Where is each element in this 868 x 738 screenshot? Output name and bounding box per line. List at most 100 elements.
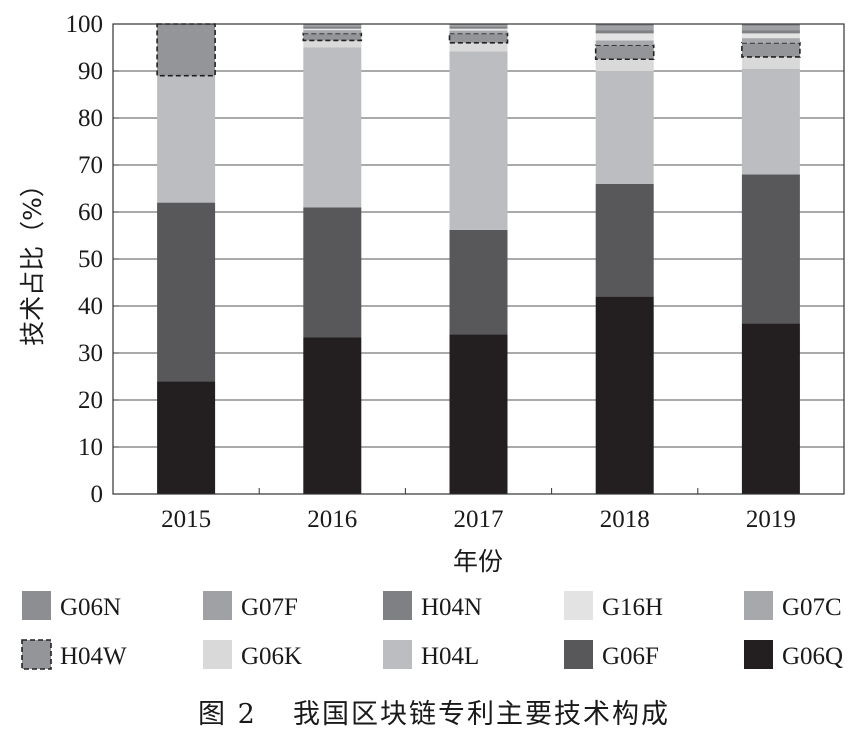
y-tick-label: 90 xyxy=(78,58,103,85)
legend-item-g06q: G06Q xyxy=(744,640,843,670)
bar-segment-g06f-2015 xyxy=(157,202,216,382)
bar-segment-h04n-2017 xyxy=(449,26,508,29)
legend-item-g07c: G07C xyxy=(744,591,842,621)
x-tick-label: 2016 xyxy=(307,506,357,533)
legend-swatch xyxy=(744,591,773,620)
x-axis-title: 年份 xyxy=(453,547,503,576)
legend-label: H04W xyxy=(60,643,127,670)
bar-segment-g16h-2016 xyxy=(303,28,362,31)
bar-segment-h04l-2019 xyxy=(741,68,800,175)
bar-segment-h04n-2016 xyxy=(303,26,362,29)
legend-swatch xyxy=(22,591,51,620)
y-tick-label: 60 xyxy=(78,199,103,226)
bar-segment-g06n-2018 xyxy=(595,24,654,27)
x-tick-label: 2019 xyxy=(746,506,796,533)
bar-segment-g06q-2019 xyxy=(741,323,800,494)
legend-swatch xyxy=(203,591,232,620)
bar-segment-g07f-2016 xyxy=(303,24,362,27)
bar-segment-g06f-2018 xyxy=(595,183,654,297)
legend-swatch xyxy=(383,640,412,669)
y-tick-label: 30 xyxy=(78,340,103,367)
caption-text: 我国区块链专利主要技术构成 xyxy=(293,699,670,730)
bar-segment-g06n-2019 xyxy=(741,24,800,27)
y-tick-label: 70 xyxy=(78,152,103,179)
bar-segment-g07f-2017 xyxy=(449,24,508,27)
y-tick-labels: 0 10 20 30 40 50 60 70 80 90 100 xyxy=(66,11,104,508)
legend-swatch xyxy=(21,639,52,670)
y-axis-title: 技术占比（%） xyxy=(18,172,47,346)
legend-label: G16H xyxy=(602,594,663,621)
bar-segment-h04w-2017 xyxy=(448,32,509,44)
y-tick-label: 40 xyxy=(78,293,103,320)
bar-segment-g16h-2019 xyxy=(741,33,800,39)
legend-swatch xyxy=(744,640,773,669)
bar-segment-h04w-2019 xyxy=(741,41,801,58)
bar-segment-g16h-2018 xyxy=(595,33,654,41)
caption-label: 图 2 xyxy=(198,699,257,730)
figure-caption: 图 2 我国区块链专利主要技术构成 xyxy=(198,699,670,730)
bar-segment-h04l-2017 xyxy=(449,51,508,230)
bar-segment-g06k-2019 xyxy=(741,56,800,69)
bar-segment-g06f-2017 xyxy=(449,229,508,335)
legend-item-g06f: G06F xyxy=(564,640,659,670)
bar-segment-g06f-2016 xyxy=(303,207,362,338)
bar-segment-g06q-2018 xyxy=(595,296,654,494)
legend-swatch xyxy=(383,591,412,620)
legend-label: G07C xyxy=(782,594,842,621)
bar-segment-g07c-2016 xyxy=(303,30,362,34)
bar-segment-h04w-2016 xyxy=(302,32,363,42)
legend-label: G06Q xyxy=(782,643,843,670)
bar-segment-g06k-2017 xyxy=(449,42,508,52)
legend-label: H04N xyxy=(421,594,482,621)
legend-item-g07f: G07F xyxy=(203,591,298,621)
y-tick-label: 80 xyxy=(78,105,103,132)
plot-frame xyxy=(112,23,845,495)
bar-segment-g07c-2017 xyxy=(449,30,508,34)
bar-segment-h04w-2015 xyxy=(156,23,216,77)
legend-label: G07F xyxy=(241,594,298,621)
x-tick-label: 2017 xyxy=(454,506,504,533)
y-tick-label: 100 xyxy=(66,11,104,38)
bar-segment-g07c-2019 xyxy=(741,38,800,43)
bar-segment-g07c-2018 xyxy=(595,40,654,46)
bar-segment-g06k-2018 xyxy=(595,59,654,71)
legend-item-g06n: G06N xyxy=(22,591,121,621)
bar-segment-h04l-2018 xyxy=(595,71,654,184)
legend-label: H04L xyxy=(421,643,479,670)
bar-segment-g06f-2019 xyxy=(741,174,800,324)
legend-item-h04n: H04N xyxy=(383,591,482,621)
legend-label: G06F xyxy=(602,643,659,670)
bar-segment-g06q-2016 xyxy=(303,337,362,494)
bar-segment-g06k-2016 xyxy=(303,40,362,48)
axes xyxy=(112,23,845,495)
x-tick-labels: 2015 2016 2017 2018 2019 xyxy=(161,506,796,533)
bar-segment-g16h-2017 xyxy=(449,28,508,31)
legend-label: G06N xyxy=(60,594,121,621)
legend-label: G06K xyxy=(241,643,302,670)
bar-segment-h04w-2018 xyxy=(594,44,655,61)
legend-swatch xyxy=(203,640,232,669)
bar-segment-g06q-2015 xyxy=(157,381,216,494)
bar-segment-h04n-2018 xyxy=(595,30,654,34)
legend: G06N G07F H04N G16H G07C H04W G06K H04L G06F G06Q xyxy=(21,591,843,670)
bar-segment-h04l-2015 xyxy=(157,75,216,203)
y-tick-label: 50 xyxy=(78,246,103,273)
bar-segment-h04n-2019 xyxy=(741,30,800,34)
bar-segment-g06q-2017 xyxy=(449,334,508,494)
legend-item-h04w: H04W xyxy=(21,639,127,670)
y-tick-label: 10 xyxy=(78,434,103,461)
bar-segment-g07f-2018 xyxy=(595,26,654,31)
legend-item-g06k: G06K xyxy=(203,640,302,670)
bars xyxy=(156,23,801,494)
legend-swatch xyxy=(564,640,593,669)
bar-segment-h04l-2016 xyxy=(303,47,362,208)
y-tick-label: 0 xyxy=(91,481,104,508)
y-tick-label: 20 xyxy=(78,387,103,414)
x-tick-label: 2018 xyxy=(600,506,650,533)
legend-item-h04l: H04L xyxy=(383,640,479,670)
bar-segment-g07f-2019 xyxy=(741,26,800,31)
legend-item-g16h: G16H xyxy=(564,591,663,621)
x-tick-label: 2015 xyxy=(161,506,211,533)
legend-swatch xyxy=(564,591,593,620)
